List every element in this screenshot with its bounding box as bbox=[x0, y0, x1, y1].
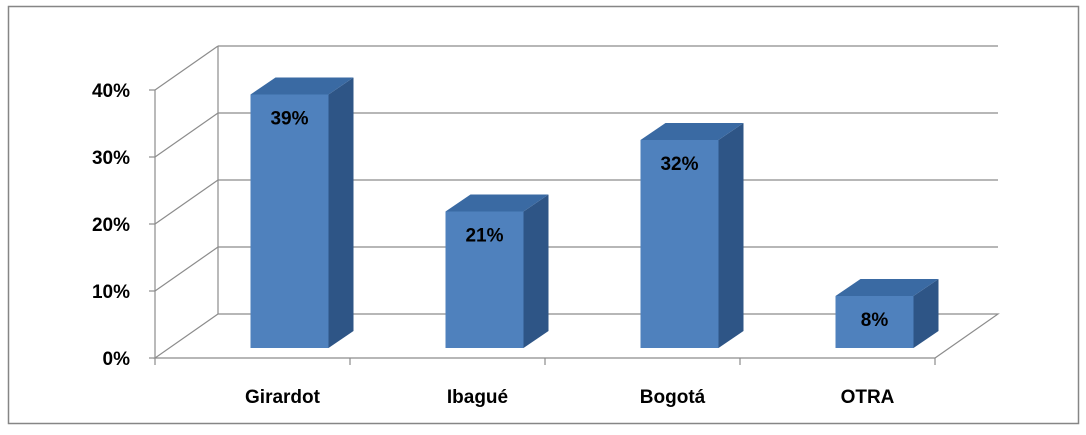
y-tick-label: 10% bbox=[92, 282, 130, 303]
y-tick-label: 40% bbox=[92, 81, 130, 102]
bar-front bbox=[445, 211, 524, 348]
bar-otra bbox=[835, 279, 939, 348]
side-wall-gridline bbox=[154, 179, 219, 225]
side-wall-gridline bbox=[154, 45, 219, 91]
bar-side bbox=[718, 123, 744, 348]
bars bbox=[250, 77, 939, 348]
y-tick-label: 0% bbox=[103, 349, 131, 370]
x-category-label: Bogotá bbox=[640, 387, 706, 408]
x-category-label: Girardot bbox=[245, 387, 321, 408]
bar-side bbox=[328, 77, 354, 348]
x-category-label: Ibagué bbox=[447, 387, 508, 408]
bar-top bbox=[640, 123, 744, 140]
y-tick-label: 20% bbox=[92, 215, 130, 236]
bar-top bbox=[445, 194, 549, 212]
data-label: 8% bbox=[861, 310, 889, 331]
data-label: 21% bbox=[465, 226, 503, 247]
bar-side bbox=[913, 279, 939, 348]
labels: 0% 10% 20% 30% 40% 39% Girardot 21% Ibagué 32% Bog… bbox=[92, 81, 895, 408]
chart-floor bbox=[153, 313, 1000, 359]
bar-side bbox=[523, 194, 549, 348]
x-category-label: OTRA bbox=[841, 387, 895, 408]
bar-front bbox=[640, 140, 719, 348]
axes bbox=[149, 46, 1000, 365]
side-wall-gridline bbox=[154, 246, 219, 292]
data-label: 39% bbox=[270, 109, 308, 130]
bar-bogota bbox=[640, 123, 744, 348]
bar-front bbox=[835, 296, 914, 348]
data-label: 32% bbox=[660, 154, 698, 175]
bar-top bbox=[250, 77, 354, 95]
bar-top bbox=[835, 279, 939, 296]
bar-ibague bbox=[445, 194, 549, 348]
side-wall-gridline bbox=[154, 112, 219, 158]
bar-girardot bbox=[250, 77, 354, 348]
y-tick-label: 30% bbox=[92, 148, 130, 169]
bar-front bbox=[250, 94, 329, 348]
